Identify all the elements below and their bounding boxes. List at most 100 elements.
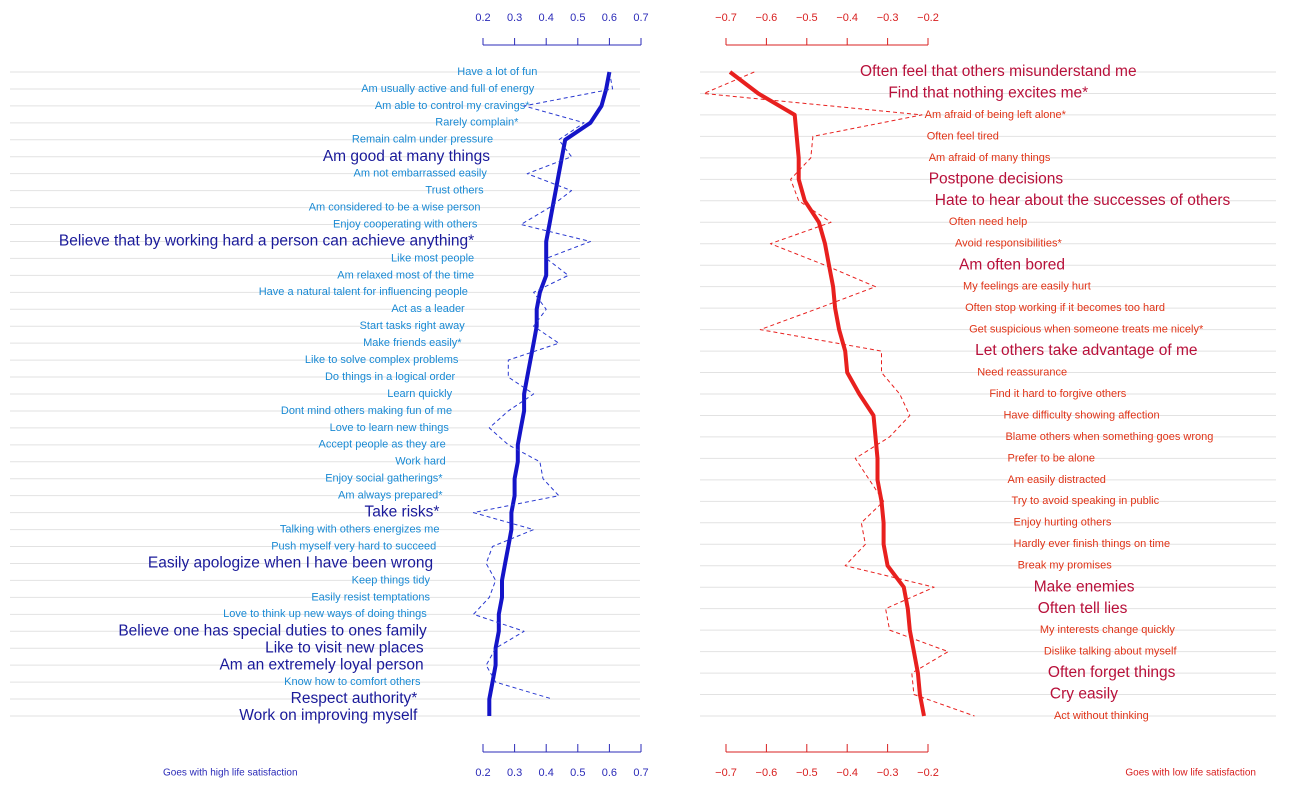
- item-label: Am an extremely loyal person: [219, 656, 423, 673]
- item-label: Act without thinking: [1054, 710, 1149, 722]
- item-label: My feelings are easily hurt: [963, 281, 1091, 293]
- footnote: Goes with high life satisfaction: [163, 768, 298, 779]
- item-label: Let others take advantage of me: [975, 342, 1197, 359]
- x-tick-label: 0.4: [539, 767, 554, 779]
- item-label: Talking with others energizes me: [280, 523, 440, 535]
- x-tick-label: −0.6: [756, 12, 778, 24]
- item-label: Remain calm under pressure: [352, 134, 493, 146]
- x-tick-label: 0.4: [539, 12, 554, 24]
- x-tick-label: 0.2: [475, 12, 490, 24]
- item-label: Have a lot of fun: [457, 66, 537, 78]
- item-label: Have a natural talent for influencing pe…: [259, 286, 468, 298]
- item-label: Cry easily: [1050, 686, 1118, 703]
- item-label: Do things in a logical order: [325, 371, 456, 383]
- solid-line: [487, 71, 612, 716]
- x-tick-label: −0.4: [836, 12, 858, 24]
- x-tick-label: −0.2: [917, 767, 939, 779]
- item-label: Love to think up new ways of doing thing…: [223, 608, 427, 620]
- item-label: Break my promises: [1018, 560, 1113, 572]
- item-label: Enjoy social gatherings*: [325, 473, 443, 485]
- item-label: Blame others when something goes wrong: [1005, 431, 1213, 443]
- item-label: Am always prepared*: [338, 490, 443, 502]
- item-label: Respect authority*: [291, 690, 418, 707]
- item-label: Take risks*: [365, 504, 440, 521]
- item-label: Trust others: [425, 185, 484, 197]
- item-label: Rarely complain*: [435, 117, 519, 129]
- item-label: Know how to comfort others: [284, 676, 421, 688]
- item-label: Get suspicious when someone treats me ni…: [969, 324, 1204, 336]
- item-label: Am good at many things: [323, 148, 490, 165]
- item-label: Act as a leader: [391, 303, 465, 315]
- item-label: Often forget things: [1048, 664, 1176, 681]
- x-tick-label: −0.3: [877, 12, 899, 24]
- item-label: Avoid responsibilities*: [955, 238, 1063, 250]
- item-label: Am easily distracted: [1008, 474, 1106, 486]
- item-label: Work hard: [395, 456, 446, 468]
- x-tick-label: 0.3: [507, 767, 522, 779]
- item-label: Am not embarrassed easily: [354, 168, 488, 180]
- item-label: Am able to control my cravings*: [375, 100, 530, 112]
- x-tick-label: −0.7: [715, 767, 737, 779]
- x-tick-label: 0.7: [633, 12, 648, 24]
- item-label: Like to visit new places: [265, 639, 424, 656]
- item-label: Love to learn new things: [330, 422, 450, 434]
- item-label: Prefer to be alone: [1008, 452, 1095, 464]
- item-label: Work on improving myself: [239, 707, 418, 724]
- x-tick-label: 0.5: [570, 12, 585, 24]
- x-tick-label: 0.5: [570, 767, 585, 779]
- item-label: Often feel that others misunderstand me: [860, 63, 1137, 80]
- item-label: Enjoy hurting others: [1014, 517, 1112, 529]
- item-label: Find that nothing excites me*: [888, 85, 1088, 102]
- item-label: Dont mind others making fun of me: [281, 405, 452, 417]
- item-label: Postpone decisions: [929, 170, 1064, 187]
- item-label: Like to solve complex problems: [305, 354, 459, 366]
- x-tick-label: −0.3: [877, 767, 899, 779]
- item-label: Often need help: [949, 216, 1027, 228]
- item-label: Make friends easily*: [363, 337, 462, 349]
- item-label: Try to avoid speaking in public: [1012, 495, 1160, 507]
- item-label: Push myself very hard to succeed: [271, 540, 436, 552]
- item-label: Am often bored: [959, 256, 1065, 273]
- x-tick-label: −0.5: [796, 12, 818, 24]
- item-label: Find it hard to forgive others: [989, 388, 1126, 400]
- item-label: Keep things tidy: [352, 574, 431, 586]
- item-label: Hardly ever finish things on time: [1014, 538, 1171, 550]
- item-label: Am afraid of many things: [929, 152, 1051, 164]
- item-label: Make enemies: [1034, 578, 1135, 595]
- x-tick-label: −0.2: [917, 12, 939, 24]
- x-tick-label: 0.3: [507, 12, 522, 24]
- item-label: My interests change quickly: [1040, 624, 1176, 636]
- item-label: Am usually active and full of energy: [361, 83, 535, 95]
- item-label: Believe that by working hard a person ca…: [59, 233, 474, 250]
- x-tick-label: 0.2: [475, 767, 490, 779]
- item-label: Start tasks right away: [360, 320, 466, 332]
- item-label: Accept people as they are: [319, 439, 446, 451]
- x-tick-label: 0.6: [602, 12, 617, 24]
- item-label: Like most people: [391, 252, 474, 264]
- item-label: Dislike talking about myself: [1044, 646, 1178, 658]
- x-tick-label: −0.6: [756, 767, 778, 779]
- dashed-line: [473, 71, 614, 700]
- item-label: Hate to hear about the successes of othe…: [935, 192, 1231, 209]
- solid-line: [728, 70, 926, 717]
- item-label: Easily resist temptations: [311, 591, 430, 603]
- item-label: Have difficulty showing affection: [1003, 409, 1159, 421]
- item-label: Am afraid of being left alone*: [925, 109, 1067, 121]
- item-label: Am considered to be a wise person: [309, 201, 481, 213]
- item-label: Am relaxed most of the time: [337, 269, 474, 281]
- x-tick-label: 0.6: [602, 767, 617, 779]
- item-label: Enjoy cooperating with others: [333, 218, 478, 230]
- item-label: Need reassurance: [977, 366, 1067, 378]
- x-tick-label: −0.4: [836, 767, 858, 779]
- x-tick-label: −0.7: [715, 12, 737, 24]
- item-label: Often stop working if it becomes too har…: [965, 302, 1165, 314]
- footnote: Goes with low life satisfaction: [1125, 768, 1256, 779]
- x-tick-label: −0.5: [796, 767, 818, 779]
- dashed-line: [703, 71, 975, 717]
- item-label: Learn quickly: [387, 388, 452, 400]
- x-tick-label: 0.7: [633, 767, 648, 779]
- item-label: Believe one has special duties to ones f…: [118, 622, 427, 639]
- item-label: Easily apologize when I have been wrong: [148, 555, 433, 572]
- item-label: Often feel tired: [927, 130, 999, 142]
